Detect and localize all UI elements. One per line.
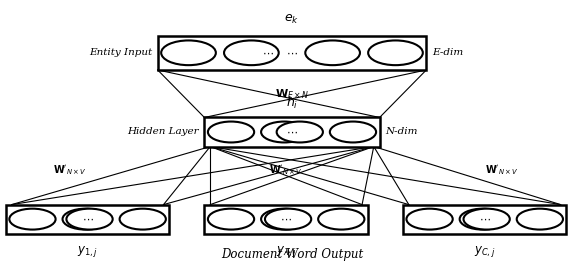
Text: $y_{C,j}$: $y_{C,j}$ bbox=[474, 244, 495, 259]
Bar bbox=[204, 205, 368, 234]
Circle shape bbox=[261, 121, 307, 143]
Text: E-dim: E-dim bbox=[432, 48, 464, 57]
Circle shape bbox=[517, 209, 563, 230]
Circle shape bbox=[120, 209, 166, 230]
Circle shape bbox=[161, 40, 216, 65]
Circle shape bbox=[9, 209, 55, 230]
Text: $\cdots$: $\cdots$ bbox=[479, 214, 491, 224]
Circle shape bbox=[464, 209, 510, 230]
Bar bbox=[204, 117, 380, 147]
Circle shape bbox=[318, 209, 364, 230]
Text: $\cdots$: $\cdots$ bbox=[286, 127, 298, 137]
Bar bbox=[158, 36, 426, 70]
Text: $\mathbf{W}'_{N\times V}$: $\mathbf{W}'_{N\times V}$ bbox=[485, 163, 519, 177]
Text: $y_{\lambda,j}$: $y_{\lambda,j}$ bbox=[276, 244, 297, 259]
Text: Hidden Layer: Hidden Layer bbox=[127, 128, 199, 136]
Text: $\cdots$: $\cdots$ bbox=[283, 244, 296, 257]
Circle shape bbox=[224, 40, 279, 65]
Circle shape bbox=[265, 209, 311, 230]
Text: $\cdots$: $\cdots$ bbox=[286, 48, 298, 58]
Text: $\mathbf{W}_{E\times N}$: $\mathbf{W}_{E\times N}$ bbox=[275, 87, 309, 101]
Text: N-dim: N-dim bbox=[385, 128, 418, 136]
Circle shape bbox=[406, 209, 453, 230]
Circle shape bbox=[67, 209, 113, 230]
Text: $h_i$: $h_i$ bbox=[286, 95, 298, 111]
Circle shape bbox=[208, 121, 254, 143]
Text: $\cdots$: $\cdots$ bbox=[280, 214, 292, 224]
Bar bbox=[6, 205, 169, 234]
Circle shape bbox=[208, 209, 254, 230]
Bar bbox=[403, 205, 566, 234]
Circle shape bbox=[62, 209, 109, 230]
Text: $\cdots$: $\cdots$ bbox=[82, 214, 93, 224]
Circle shape bbox=[305, 40, 360, 65]
Text: $\mathbf{W}'_{N\times V}$: $\mathbf{W}'_{N\times V}$ bbox=[269, 163, 303, 177]
Text: $e_k$: $e_k$ bbox=[284, 13, 300, 26]
Circle shape bbox=[277, 121, 323, 143]
Circle shape bbox=[460, 209, 506, 230]
Circle shape bbox=[330, 121, 376, 143]
Circle shape bbox=[368, 40, 423, 65]
Text: Entity Input: Entity Input bbox=[89, 48, 152, 57]
Text: $\cdots$: $\cdots$ bbox=[262, 48, 273, 58]
Text: Document Word Output: Document Word Output bbox=[221, 248, 363, 261]
Text: $\mathbf{W}'_{N\times V}$: $\mathbf{W}'_{N\times V}$ bbox=[53, 163, 87, 177]
Text: $y_{1,j}$: $y_{1,j}$ bbox=[77, 244, 98, 259]
Circle shape bbox=[261, 209, 307, 230]
